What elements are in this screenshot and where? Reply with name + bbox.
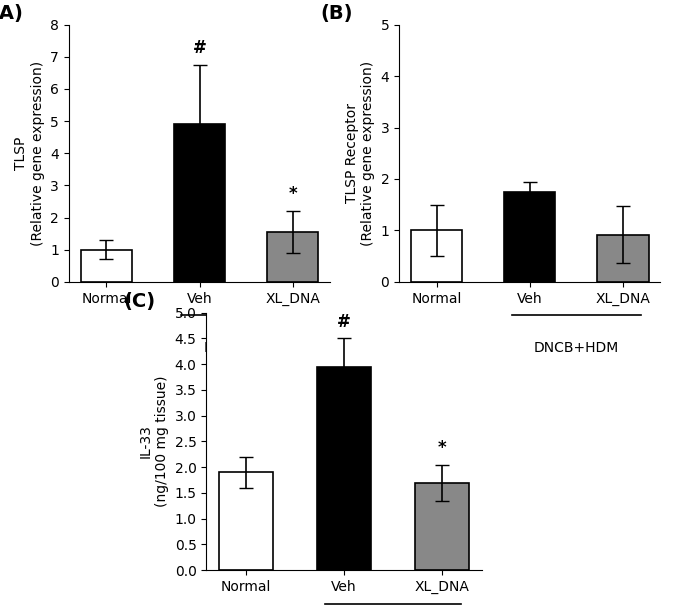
Bar <box>219 472 273 570</box>
Text: (B): (B) <box>321 4 353 23</box>
Bar <box>504 192 555 282</box>
Text: DNCB+HDM: DNCB+HDM <box>204 341 289 355</box>
Text: (A): (A) <box>0 4 23 23</box>
Bar <box>597 235 649 282</box>
Y-axis label: TLSP Receptor
(Relative gene expression): TLSP Receptor (Relative gene expression) <box>345 61 375 246</box>
Y-axis label: TLSP
(Relative gene expression): TLSP (Relative gene expression) <box>14 61 45 246</box>
Text: *: * <box>288 186 297 204</box>
Text: (C): (C) <box>124 292 156 311</box>
Bar <box>267 232 319 282</box>
Text: #: # <box>337 313 351 330</box>
Bar <box>415 482 469 570</box>
Text: *: * <box>438 439 447 457</box>
Text: #: # <box>193 39 206 57</box>
Bar <box>80 249 132 282</box>
Bar <box>317 367 371 570</box>
Y-axis label: IL-33
(ng/100 mg tissue): IL-33 (ng/100 mg tissue) <box>139 376 169 507</box>
Text: DNCB+HDM: DNCB+HDM <box>534 341 619 355</box>
Bar <box>174 124 225 282</box>
Bar <box>411 230 462 282</box>
